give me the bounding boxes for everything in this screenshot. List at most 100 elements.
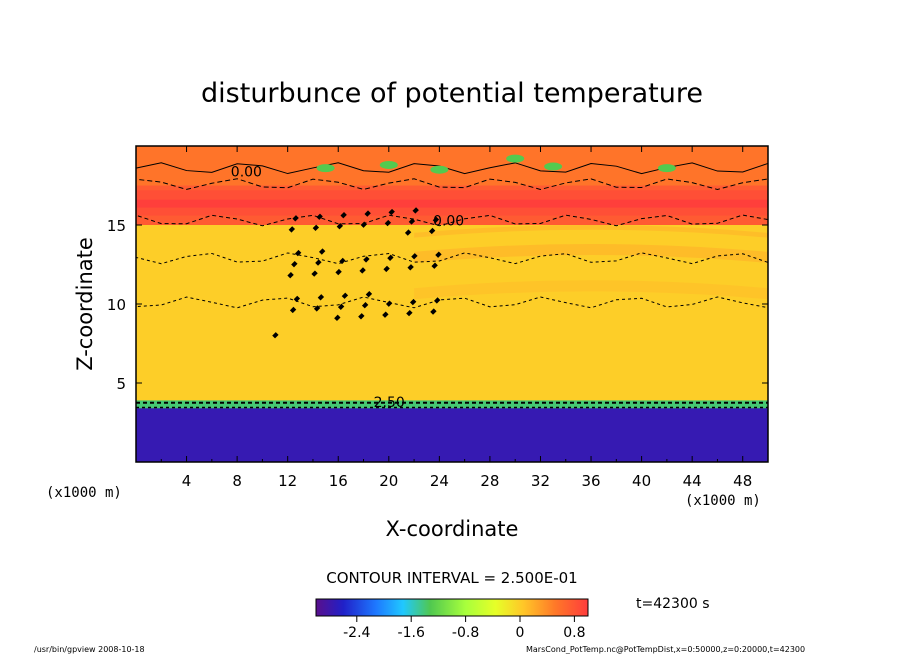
footer-right: MarsCond_PotTemp.nc@PotTempDist,x=0:5000… [526,645,805,654]
plume-mark [361,302,369,309]
cool-cell-0 [316,164,335,173]
plume-mark [341,292,349,299]
x-unit-right: (x1000 m) [685,493,761,509]
x-tick-label: 28 [480,472,499,490]
x-tick-label: 12 [278,472,297,490]
x-tick-label: 40 [632,472,651,490]
cool-cell-2 [430,165,449,174]
plume-mark [412,207,419,214]
plume-mark [365,290,373,298]
plume-mark [364,210,371,217]
contour-line-2 [135,214,769,227]
plume-mark [382,311,389,318]
plume-mark [428,227,436,235]
plume-mark [434,297,441,304]
colorbar [315,598,589,617]
x-tick-label: 32 [531,472,550,490]
x-tick-label: 24 [430,472,449,490]
x-tick-label: 8 [232,472,242,490]
cool-cell-3 [544,162,563,171]
plume-mark [385,300,393,307]
plume-mark [311,270,318,277]
plume-mark [408,218,416,225]
plume-mark [287,272,294,279]
plume-mark [387,254,394,262]
colorbar-tick-label: 0.8 [563,625,585,641]
plume-mark [316,213,323,220]
plume-mark [289,306,297,314]
plume-mark [336,223,344,230]
plume-mark [334,314,341,322]
plume-mark [360,221,368,228]
contour-label: 2.50 [374,395,405,411]
x-tick-label: 20 [379,472,398,490]
time-label: t=42300 s [636,596,710,612]
x-tick-label: 4 [182,472,192,490]
colorbar-tick-label: 0 [516,625,525,641]
y-tick-label: 15 [107,217,126,235]
plume-mark [335,268,342,276]
plume-mark [435,251,442,258]
plot-area: 0.00 0.00 2.50 [135,146,769,462]
y-tick-label: 5 [116,375,126,393]
contour-label: 0.00 [231,164,262,180]
layer-0 [136,405,768,462]
plume-mark [430,308,437,315]
colorbar-tick-label: -1.6 [398,625,425,641]
plume-mark [383,265,390,273]
plume-mark [409,298,417,306]
colorbar-ticks: -2.4 -1.6 -0.8 0 0.8 [343,616,586,641]
y-tick-label: 10 [107,296,126,314]
plume-mark [363,256,370,263]
hot-core [136,199,768,208]
plume-mark [337,303,345,310]
plume-mark [288,226,296,233]
mid-band-1 [414,280,768,300]
plume-mark [411,253,418,260]
plume-mark [384,219,392,227]
x-unit-left: (x1000 m) [46,485,122,501]
x-tick-label: 16 [329,472,348,490]
contour-line-4 [135,296,769,309]
contour-label: 0.00 [433,213,464,229]
colorbar-tick-label: -0.8 [452,625,479,641]
plume-mark [292,215,299,222]
footer-left: /usr/bin/gpview 2008-10-18 [34,645,145,654]
contour-interval: CONTOUR INTERVAL = 2.500E-01 [326,569,577,587]
cool-cell-4 [657,164,676,173]
y-axis-label: Z-coordinate [73,237,97,371]
contour-line-1 [135,178,769,190]
mid-band-2 [414,225,768,238]
contour-line-3 [135,252,769,265]
x-axis-label: X-coordinate [386,517,519,541]
plume-mark [315,259,322,266]
mid-band-0 [414,243,768,263]
plume-mark [404,229,412,236]
plume-mark [407,264,414,271]
x-tick-label: 36 [581,472,600,490]
plume-mark [313,305,321,312]
chart-title: disturbunce of potential temperature [201,78,703,109]
plume-mark [340,211,347,219]
plume-mark [293,295,301,303]
plume-mark [272,332,279,339]
plume-mark [431,262,438,269]
plume-mark [294,249,302,257]
plume-mark [432,216,440,224]
plume-mark [318,248,326,255]
plume-mark [317,294,325,301]
x-tick-label: 44 [683,472,702,490]
y-axis-ticks: 5 10 15 [107,217,768,393]
plume-mark [388,208,395,216]
plume-mark [312,224,320,231]
x-tick-label: 48 [733,472,752,490]
cool-cell-5 [506,154,525,163]
cool-cell-1 [379,160,398,169]
plume-mark [359,267,366,274]
plume-mark [339,257,346,265]
plume-mark [291,260,298,268]
boundary-band [136,400,768,409]
plume-mark [406,309,413,317]
x-axis-ticks: 4 8 12 16 20 24 28 32 36 40 44 48 [160,146,752,490]
